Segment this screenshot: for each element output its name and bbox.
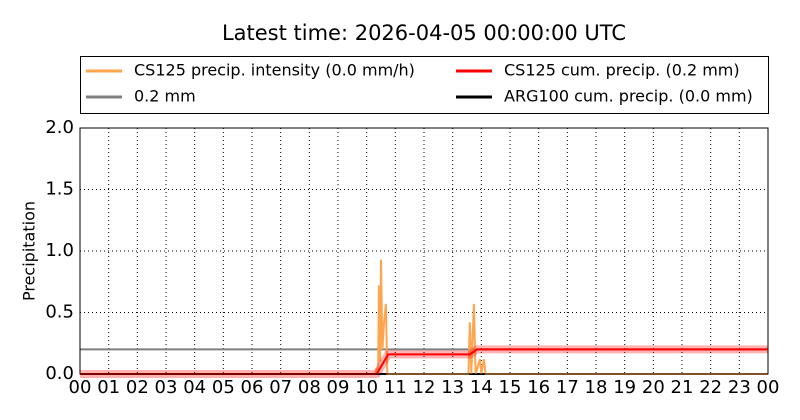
x-tick-label: 16 (527, 377, 550, 398)
legend-label: 0.2 mm (134, 87, 196, 106)
y-tick-label: 1.0 (45, 240, 74, 261)
x-tick-label: 09 (327, 377, 350, 398)
x-tick-label: 18 (585, 377, 608, 398)
x-tick-label: 02 (126, 377, 149, 398)
x-tick-label: 14 (470, 377, 493, 398)
x-tick-label: 05 (212, 377, 235, 398)
y-tick-label: 2.0 (45, 117, 74, 138)
x-tick-label: 08 (298, 377, 321, 398)
legend-label: ARG100 cum. precip. (0.0 mm) (504, 87, 753, 106)
x-tick-label: 13 (441, 377, 464, 398)
plot-frame (79, 127, 769, 375)
x-tick-label: 23 (728, 377, 751, 398)
legend-label: CS125 precip. intensity (0.0 mm/h) (134, 61, 415, 80)
x-tick-label: 01 (97, 377, 120, 398)
x-tick-label: 22 (699, 377, 722, 398)
legend-label: CS125 cum. precip. (0.2 mm) (504, 61, 740, 80)
x-tick-label: 21 (671, 377, 694, 398)
x-tick-label: 04 (183, 377, 206, 398)
y-tick-label: 0.0 (45, 363, 74, 384)
x-tick-label: 03 (155, 377, 178, 398)
legend-box (80, 56, 769, 114)
x-tick-label: 20 (642, 377, 665, 398)
y-tick-label: 0.5 (45, 302, 74, 323)
x-tick-label: 11 (384, 377, 407, 398)
chart-title: Latest time: 2026-04-05 00:00:00 UTC (222, 21, 626, 45)
x-tick-label: 00 (69, 377, 92, 398)
y-tick-label: 1.5 (45, 179, 74, 200)
x-tick-label: 19 (613, 377, 636, 398)
x-tick-label: 00 (757, 377, 780, 398)
x-tick-label: 15 (499, 377, 522, 398)
x-tick-label: 17 (556, 377, 579, 398)
x-tick-label: 06 (241, 377, 264, 398)
x-tick-label: 12 (413, 377, 436, 398)
x-tick-label: 10 (355, 377, 378, 398)
x-tick-label: 07 (269, 377, 292, 398)
y-axis-label: Precipitation (20, 201, 39, 301)
